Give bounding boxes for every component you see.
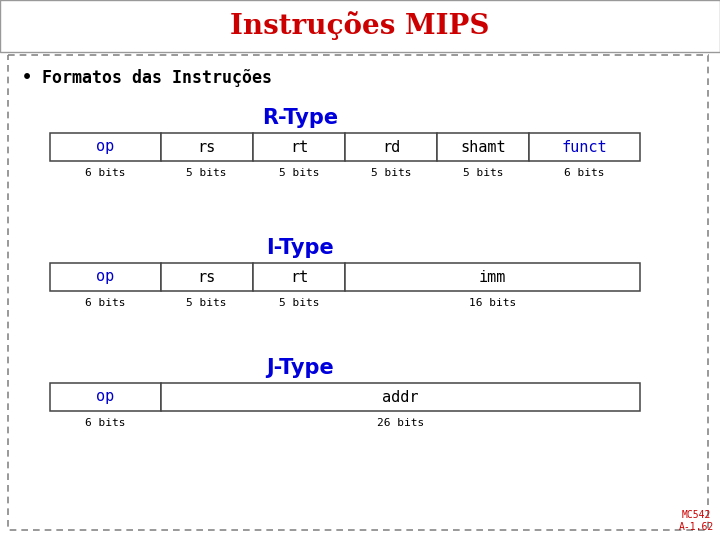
Bar: [253, 263, 345, 291]
Text: J-Type: J-Type: [266, 358, 334, 378]
Bar: [161, 383, 640, 411]
Text: 6 bits: 6 bits: [85, 418, 125, 428]
Bar: [345, 263, 640, 291]
Text: rt: rt: [289, 269, 308, 285]
Text: imm: imm: [479, 269, 506, 285]
Text: 5 bits: 5 bits: [463, 168, 503, 178]
Text: 5 bits: 5 bits: [186, 298, 227, 308]
Text: addr: addr: [382, 389, 418, 404]
Text: 26 bits: 26 bits: [377, 418, 424, 428]
Bar: [50, 263, 161, 291]
Text: op: op: [96, 139, 114, 154]
Bar: [8, 55, 708, 530]
Bar: [50, 133, 161, 161]
Text: Instruções MIPS: Instruções MIPS: [230, 11, 490, 40]
Text: shamt: shamt: [461, 139, 506, 154]
Text: op: op: [96, 389, 114, 404]
Text: I-Type: I-Type: [266, 238, 334, 258]
Bar: [345, 133, 437, 161]
Text: MC542
A-1.62: MC542 A-1.62: [679, 510, 714, 532]
Text: 6 bits: 6 bits: [564, 168, 605, 178]
Text: rt: rt: [289, 139, 308, 154]
Text: 5 bits: 5 bits: [186, 168, 227, 178]
Text: 16 bits: 16 bits: [469, 298, 516, 308]
Text: R-Type: R-Type: [262, 108, 338, 128]
Text: rs: rs: [197, 269, 216, 285]
Text: • Formatos das Instruções: • Formatos das Instruções: [22, 69, 272, 87]
Bar: [50, 383, 161, 411]
Text: rd: rd: [382, 139, 400, 154]
Bar: [0, 0, 720, 52]
Text: 5 bits: 5 bits: [279, 168, 319, 178]
Text: op: op: [96, 269, 114, 285]
Text: 6 bits: 6 bits: [85, 168, 125, 178]
Bar: [529, 133, 640, 161]
Bar: [253, 133, 345, 161]
Text: 6 bits: 6 bits: [85, 298, 125, 308]
Text: 5 bits: 5 bits: [279, 298, 319, 308]
Text: 5 bits: 5 bits: [371, 168, 411, 178]
Bar: [437, 133, 529, 161]
Text: rs: rs: [197, 139, 216, 154]
Text: funct: funct: [562, 139, 608, 154]
Bar: [161, 133, 253, 161]
Bar: [161, 263, 253, 291]
